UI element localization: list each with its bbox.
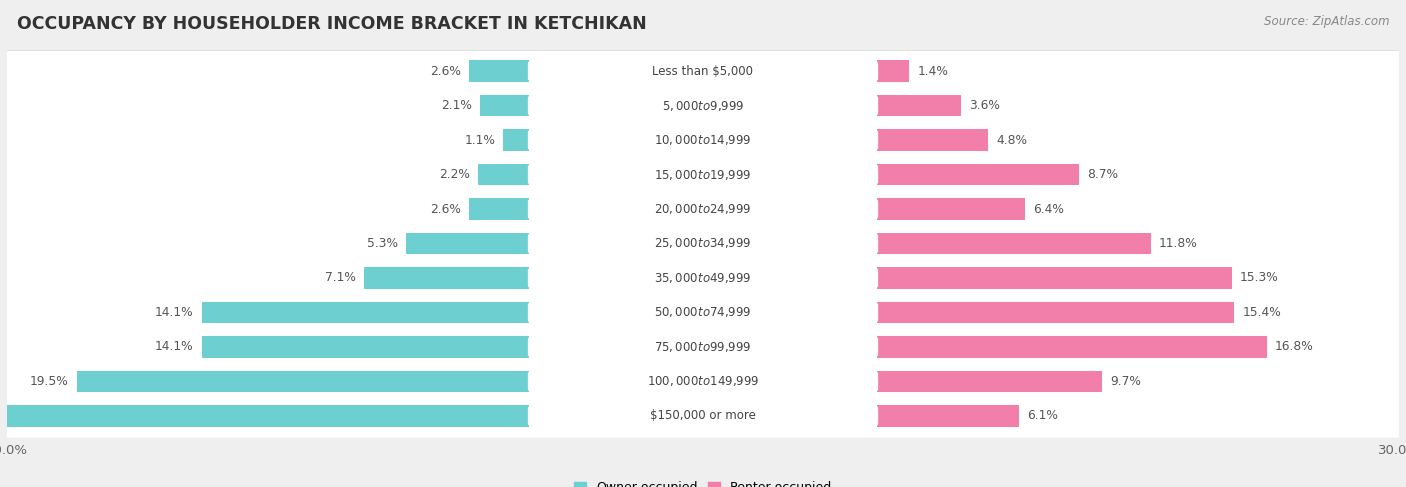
Text: 14.1%: 14.1% — [155, 306, 194, 319]
FancyBboxPatch shape — [4, 258, 1402, 300]
Text: 15.4%: 15.4% — [1243, 306, 1281, 319]
FancyBboxPatch shape — [527, 96, 879, 115]
FancyBboxPatch shape — [4, 395, 1402, 437]
FancyBboxPatch shape — [527, 269, 879, 287]
FancyBboxPatch shape — [4, 188, 1402, 231]
Text: $20,000 to $24,999: $20,000 to $24,999 — [654, 202, 752, 216]
Text: 16.8%: 16.8% — [1275, 340, 1313, 354]
Text: OCCUPANCY BY HOUSEHOLDER INCOME BRACKET IN KETCHIKAN: OCCUPANCY BY HOUSEHOLDER INCOME BRACKET … — [17, 15, 647, 33]
Text: $35,000 to $49,999: $35,000 to $49,999 — [654, 271, 752, 285]
Text: 15.3%: 15.3% — [1240, 271, 1279, 284]
Bar — [503, 130, 529, 151]
Bar — [202, 336, 529, 357]
FancyBboxPatch shape — [4, 361, 1402, 403]
FancyBboxPatch shape — [4, 292, 1402, 334]
FancyBboxPatch shape — [527, 234, 879, 253]
Bar — [468, 198, 529, 220]
Bar — [877, 336, 1267, 357]
FancyBboxPatch shape — [4, 188, 1402, 230]
Text: $150,000 or more: $150,000 or more — [650, 410, 756, 422]
FancyBboxPatch shape — [4, 223, 1402, 264]
Text: 4.8%: 4.8% — [997, 133, 1028, 147]
Bar — [202, 302, 529, 323]
FancyBboxPatch shape — [4, 327, 1402, 369]
Text: $10,000 to $14,999: $10,000 to $14,999 — [654, 133, 752, 147]
Bar — [877, 233, 1150, 254]
Text: 14.1%: 14.1% — [155, 340, 194, 354]
Bar — [877, 405, 1018, 427]
Text: 2.2%: 2.2% — [439, 168, 470, 181]
Bar — [877, 95, 960, 116]
Text: 1.1%: 1.1% — [464, 133, 495, 147]
FancyBboxPatch shape — [4, 120, 1402, 162]
Text: $100,000 to $149,999: $100,000 to $149,999 — [647, 375, 759, 389]
FancyBboxPatch shape — [527, 62, 879, 80]
FancyBboxPatch shape — [527, 337, 879, 356]
FancyBboxPatch shape — [4, 291, 1402, 334]
FancyBboxPatch shape — [4, 326, 1402, 368]
Text: Source: ZipAtlas.com: Source: ZipAtlas.com — [1264, 15, 1389, 28]
Bar — [406, 233, 529, 254]
FancyBboxPatch shape — [4, 257, 1402, 299]
FancyBboxPatch shape — [527, 303, 879, 322]
Text: 9.7%: 9.7% — [1111, 375, 1142, 388]
Text: 2.6%: 2.6% — [430, 203, 461, 216]
Text: 11.8%: 11.8% — [1159, 237, 1198, 250]
FancyBboxPatch shape — [4, 119, 1402, 161]
Bar — [481, 95, 529, 116]
Text: 8.7%: 8.7% — [1087, 168, 1118, 181]
FancyBboxPatch shape — [4, 154, 1402, 196]
Text: $50,000 to $74,999: $50,000 to $74,999 — [654, 305, 752, 319]
Text: 1.4%: 1.4% — [918, 65, 949, 77]
Text: 2.1%: 2.1% — [441, 99, 472, 112]
FancyBboxPatch shape — [4, 51, 1402, 93]
Text: 3.6%: 3.6% — [969, 99, 1000, 112]
Text: $75,000 to $99,999: $75,000 to $99,999 — [654, 340, 752, 354]
Text: Less than $5,000: Less than $5,000 — [652, 65, 754, 77]
Bar — [877, 60, 910, 82]
FancyBboxPatch shape — [4, 360, 1402, 402]
Bar — [0, 405, 529, 427]
FancyBboxPatch shape — [4, 395, 1402, 438]
FancyBboxPatch shape — [527, 131, 879, 150]
Bar — [877, 302, 1234, 323]
Bar — [877, 267, 1232, 289]
FancyBboxPatch shape — [4, 153, 1402, 196]
Bar — [877, 130, 988, 151]
Text: $5,000 to $9,999: $5,000 to $9,999 — [662, 98, 744, 112]
FancyBboxPatch shape — [527, 372, 879, 391]
FancyBboxPatch shape — [527, 200, 879, 218]
Text: $25,000 to $34,999: $25,000 to $34,999 — [654, 237, 752, 250]
Bar — [76, 371, 529, 392]
FancyBboxPatch shape — [4, 85, 1402, 127]
Bar — [877, 198, 1025, 220]
Text: 5.3%: 5.3% — [367, 237, 398, 250]
Bar — [877, 164, 1078, 185]
Bar — [877, 371, 1102, 392]
Text: 19.5%: 19.5% — [30, 375, 69, 388]
Legend: Owner-occupied, Renter-occupied: Owner-occupied, Renter-occupied — [574, 481, 832, 487]
FancyBboxPatch shape — [527, 407, 879, 425]
Bar — [468, 60, 529, 82]
FancyBboxPatch shape — [527, 165, 879, 184]
Text: 6.4%: 6.4% — [1033, 203, 1064, 216]
FancyBboxPatch shape — [4, 50, 1402, 92]
FancyBboxPatch shape — [4, 85, 1402, 127]
Text: $15,000 to $19,999: $15,000 to $19,999 — [654, 168, 752, 182]
Text: 2.6%: 2.6% — [430, 65, 461, 77]
Text: 7.1%: 7.1% — [325, 271, 356, 284]
Text: 6.1%: 6.1% — [1026, 410, 1057, 422]
Bar — [478, 164, 529, 185]
Bar — [364, 267, 529, 289]
FancyBboxPatch shape — [4, 223, 1402, 265]
